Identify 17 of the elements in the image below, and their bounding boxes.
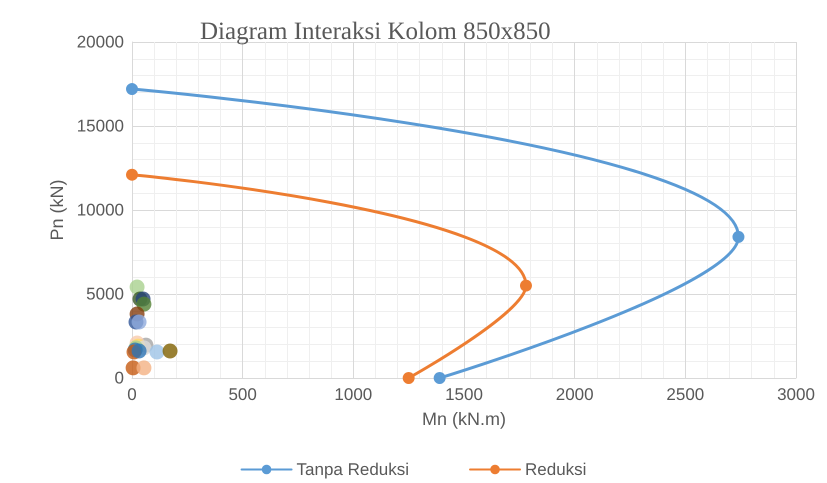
x-tick-label: 2000: [556, 385, 594, 404]
chart-title: Diagram Interaksi Kolom 850x850: [200, 18, 551, 45]
x-axis-title: Mn (kN.m): [422, 409, 506, 429]
x-tick-label: 0: [127, 385, 137, 404]
y-tick-label: 20000: [76, 32, 124, 52]
x-tick-label: 3000: [777, 385, 815, 404]
x-tick-label: 1500: [445, 385, 483, 404]
y-tick-label: 0: [114, 368, 124, 388]
y-tick-label: 10000: [76, 200, 124, 220]
legend-label: Tanpa Reduksi: [296, 460, 410, 479]
y-axis-title: Pn (kN): [46, 179, 67, 241]
x-tick-label: 1000: [334, 385, 372, 404]
x-tick-label: 500: [228, 385, 257, 404]
y-tick-label: 5000: [86, 284, 124, 304]
x-tick-label: 2500: [666, 385, 704, 404]
y-tick-label: 15000: [76, 116, 124, 136]
legend-label: Reduksi: [525, 460, 586, 479]
